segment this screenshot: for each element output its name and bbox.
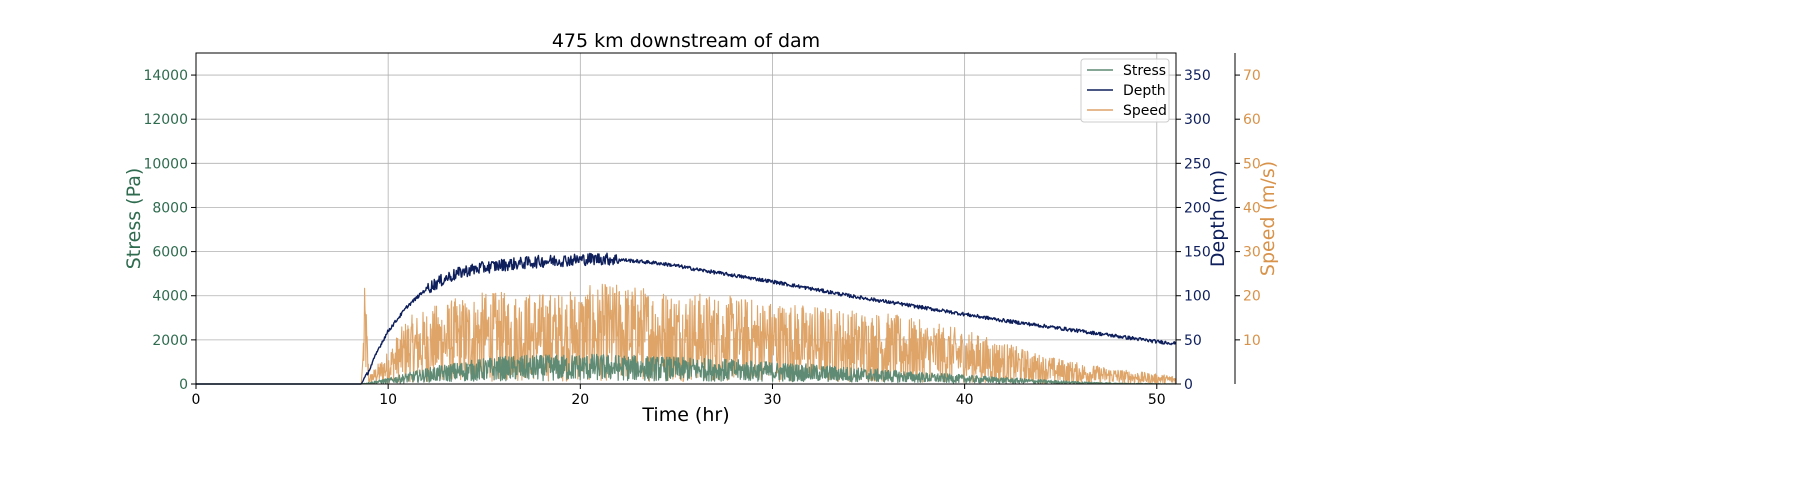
depth-tick-label: 200	[1184, 200, 1211, 216]
x-tick-label: 40	[956, 392, 974, 408]
speed-axis-title: Speed (m/s)	[1257, 161, 1279, 276]
x-tick-label: 20	[571, 392, 589, 408]
legend: Stress Depth Speed	[1080, 58, 1170, 123]
stress-tick-label: 8000	[152, 200, 188, 216]
axes: 0 10 20 30 40 5002000400060008000100001200014…	[143, 53, 1261, 408]
legend-box	[1080, 58, 1170, 123]
speed-tick-label: 10	[1243, 333, 1261, 349]
stress-tick-label: 10000	[143, 156, 188, 172]
x-tick-label: 0	[192, 392, 201, 408]
stress-tick-label: 2000	[152, 333, 188, 349]
x-axis-title: Time (hr)	[641, 404, 729, 426]
depth-tick-label: 250	[1184, 156, 1211, 172]
depth-axis-title: Depth (m)	[1207, 170, 1229, 267]
legend-entry-stress: Stress	[1123, 63, 1166, 79]
depth-tick-label: 350	[1184, 68, 1211, 84]
legend-entry-depth: Depth	[1123, 83, 1166, 99]
grid	[196, 53, 1176, 384]
x-tick-label: 30	[764, 392, 782, 408]
speed-tick-label: 30	[1243, 245, 1261, 261]
stress-axis-title: Stress (Pa)	[123, 168, 145, 270]
speed-tick-label: 40	[1243, 200, 1261, 216]
speed-tick-label: 70	[1243, 68, 1261, 84]
depth-tick-label: 50	[1184, 333, 1202, 349]
depth-tick-label: 0	[1184, 377, 1193, 393]
series-line-speed	[195, 283, 1177, 385]
stress-tick-label: 6000	[152, 245, 188, 261]
legend-entry-speed: Speed	[1123, 103, 1167, 119]
speed-tick-label: 20	[1243, 289, 1261, 305]
series-layer	[195, 252, 1177, 385]
depth-tick-label: 300	[1184, 112, 1211, 128]
depth-tick-label: 150	[1184, 245, 1211, 261]
x-tick-label: 10	[379, 392, 397, 408]
speed-tick-label: 60	[1243, 112, 1261, 128]
stress-tick-label: 4000	[152, 289, 188, 305]
depth-tick-label: 100	[1184, 289, 1211, 305]
stress-tick-label: 12000	[143, 112, 188, 128]
speed-tick-label: 50	[1243, 156, 1261, 172]
stress-tick-label: 14000	[143, 68, 188, 84]
stress-tick-label: 0	[179, 377, 188, 393]
chart-title: 475 km downstream of dam	[552, 30, 820, 52]
x-tick-label: 50	[1148, 392, 1166, 408]
plot-frame	[195, 52, 1177, 385]
